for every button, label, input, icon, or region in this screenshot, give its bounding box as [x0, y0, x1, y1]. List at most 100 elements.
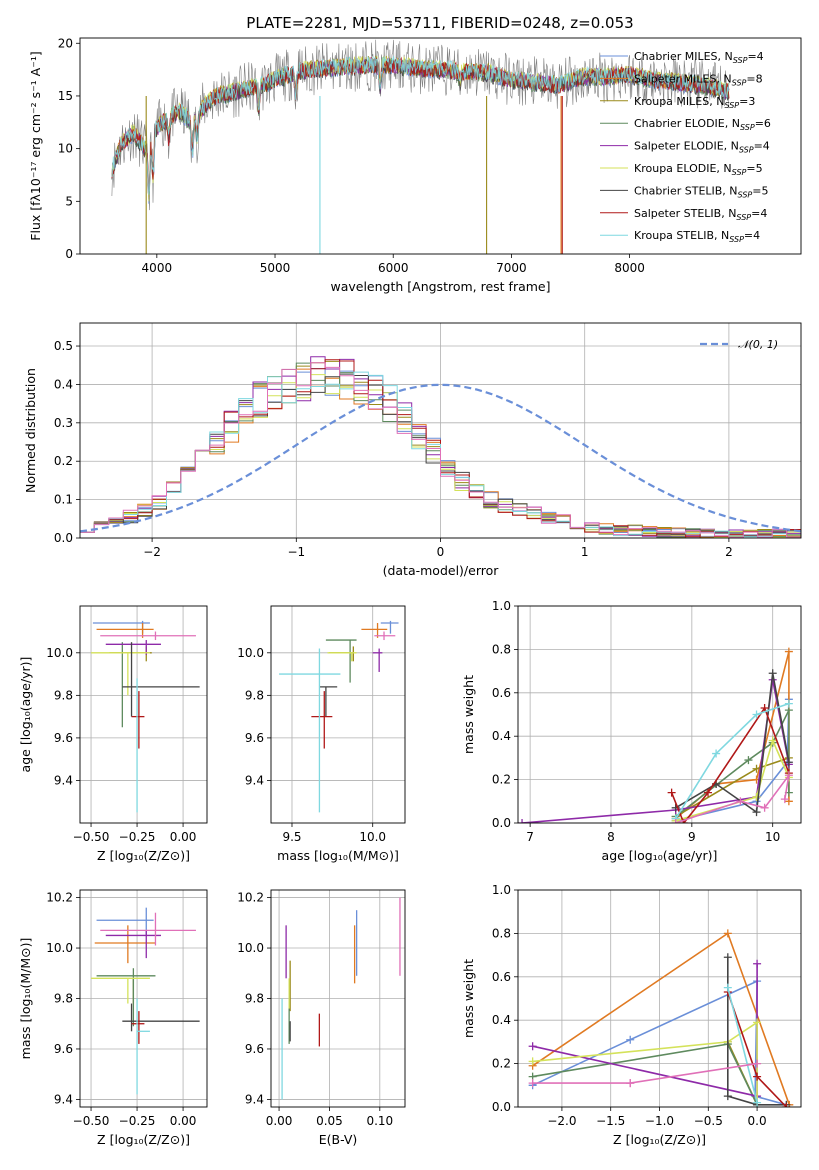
legend-label-SalpeterMILES: Salpeter MILES, NSSP=8	[634, 72, 763, 87]
weight-marker-SalpeterELODIE	[528, 1042, 537, 1051]
axes-frame	[79, 37, 802, 255]
model-spectrum-line-KroupaSTELIB	[111, 55, 730, 195]
normal-curve-line	[80, 383, 801, 533]
y-tick-label: 0.4	[492, 1013, 511, 1027]
legend-label-KroupaMILES: Kroupa MILES, NSSP=3	[634, 95, 755, 110]
y-tick-label: 1.0	[492, 599, 511, 613]
weight-line-pink	[532, 1062, 758, 1084]
weight-marker-SalpeterELODIE	[753, 959, 762, 968]
weight-line-SalpeterELODIE	[521, 679, 790, 823]
y-tick-label: 10.2	[237, 891, 264, 905]
y-tick-label: 10	[58, 142, 73, 156]
massweight-vs-age-panel: 7 8 9 10 0.0 0.2 0.4 0.6 0.8 1.0 age [log₁₀(age/yr…	[461, 599, 802, 863]
y-axis-label: Flux [fλ10⁻¹⁷ erg cm⁻² s⁻¹ A⁻¹]	[28, 51, 43, 240]
y-tick-label: 0.6	[492, 686, 511, 700]
y-tick-label: 0.4	[54, 377, 73, 391]
y-tick-label: 0.5	[54, 339, 73, 353]
x-axis-label: mass [log₁₀(M/M⊙)]	[277, 848, 399, 863]
weight-marker-ChabrierMILES	[626, 1035, 635, 1044]
y-tick-label: 20	[58, 36, 73, 50]
x-tick-label: 7000	[496, 261, 527, 275]
x-tick-label: −0.5	[694, 1114, 723, 1128]
y-tick-label: 9.4	[54, 1092, 73, 1106]
x-tick-label: 10	[765, 830, 780, 844]
legend-label-ChabrierSTELIB: Chabrier STELIB, NSSP=5	[634, 184, 768, 199]
y-tick-label: 9.8	[245, 992, 264, 1006]
y-tick-label: 9.8	[54, 688, 73, 702]
y-axis-label: Normed distribution	[23, 368, 38, 493]
mass-vs-ebv-panel: 0.00 0.05 0.10 9.4 9.6 9.8 10.0 10.2 E(B-V)	[237, 889, 406, 1147]
y-tick-label: 10.0	[46, 646, 73, 660]
weight-marker-pink	[671, 819, 680, 823]
x-tick-label: 9	[688, 830, 696, 844]
weight-marker-pink	[736, 797, 745, 806]
legend-label-SalpeterELODIE: Salpeter ELODIE, NSSP=4	[634, 140, 770, 155]
y-tick-label: 9.4	[54, 773, 73, 787]
x-axis-label: Z [log₁₀(Z/Z⊙)]	[613, 1132, 706, 1147]
hist-series-pink	[80, 362, 801, 538]
y-tick-label: 9.6	[245, 1042, 264, 1056]
x-axis-label: Z [log₁₀(Z/Z⊙)]	[97, 1132, 190, 1147]
x-tick-label: 7	[526, 830, 534, 844]
x-tick-label: 6000	[378, 261, 409, 275]
x-axis-label: wavelength [Angstrom, rest frame]	[330, 279, 550, 294]
legend-label-normal: 𝒩(0, 1)	[738, 338, 778, 351]
weight-marker-KroupaELODIE	[528, 1057, 537, 1066]
weight-marker-KroupaMILES	[752, 764, 761, 773]
weight-marker-KroupaELODIE	[768, 736, 777, 745]
weight-marker-SalpeterSTELIB	[760, 703, 769, 712]
axes-frame	[79, 322, 802, 539]
weight-line-SalpeterELODIE	[532, 963, 758, 1098]
x-tick-label: 9.5	[282, 830, 301, 844]
y-tick-label: 0.8	[492, 926, 511, 940]
weight-marker-ChabrierSTELIB	[723, 953, 732, 962]
y-tick-label: 9.8	[54, 992, 73, 1006]
weight-marker-ChabrierELODIE	[744, 756, 753, 765]
weight-marker-pink	[753, 1059, 762, 1068]
x-tick-label: −1.5	[596, 1114, 625, 1128]
weight-line-ChabrierMILES	[675, 699, 790, 822]
y-tick-label: 9.4	[245, 773, 264, 787]
x-tick-label: −0.25	[119, 1114, 156, 1128]
weight-marker-pink	[780, 795, 789, 804]
weight-lines	[528, 929, 794, 1107]
weight-marker-pink	[528, 1079, 537, 1088]
weight-marker-KroupaSTELIB	[752, 710, 761, 719]
x-tick-label: 0.05	[316, 1114, 343, 1128]
x-tick-label: 0.00	[170, 830, 197, 844]
y-tick-label: 10.0	[237, 646, 264, 660]
y-tick-label: 10.2	[46, 891, 73, 905]
weight-marker-pink	[626, 1079, 635, 1088]
weight-marker-SalpeterSTELIB	[704, 788, 713, 797]
x-tick-label: 0	[437, 545, 445, 559]
x-tick-label: 0.00	[170, 1114, 197, 1128]
weight-marker-KroupaSTELIB	[784, 699, 793, 708]
y-tick-label: 9.8	[245, 688, 264, 702]
legend-label-KroupaSTELIB: Kroupa STELIB, NSSP=4	[634, 229, 760, 244]
y-axis-label: mass [log₁₀(M/M⊙)]	[18, 938, 33, 1060]
y-axis-label: mass weight	[461, 959, 476, 1038]
weight-marker-SalpeterMILES	[723, 929, 732, 938]
y-tick-label: 0.2	[492, 1057, 511, 1071]
y-tick-label: 10.0	[46, 941, 73, 955]
axes-frame	[79, 889, 208, 1108]
axes-frame	[517, 605, 802, 824]
x-tick-label: 1	[581, 545, 589, 559]
y-tick-label: 15	[58, 89, 73, 103]
y-axis-label: age [log₁₀(age/yr)]	[18, 657, 33, 773]
y-tick-label: 5	[65, 194, 73, 208]
y-tick-label: 0.0	[54, 531, 73, 545]
y-tick-label: 9.4	[245, 1092, 264, 1106]
weight-marker-KroupaSTELIB	[712, 749, 721, 758]
y-tick-label: 10.0	[237, 941, 264, 955]
weight-marker-SalpeterMILES	[784, 647, 793, 656]
x-tick-label: 0.0	[748, 1114, 767, 1128]
errorbar-points	[281, 897, 401, 1100]
weight-marker-KroupaELODIE	[752, 792, 761, 801]
weight-line-KroupaSTELIB	[675, 702, 790, 820]
legend-label-ChabrierELODIE: Chabrier ELODIE, NSSP=6	[634, 117, 771, 132]
x-tick-label: 2	[725, 545, 733, 559]
weight-line-ChabrierSTELIB	[727, 957, 787, 1106]
x-axis-label: E(B-V)	[319, 1132, 358, 1147]
